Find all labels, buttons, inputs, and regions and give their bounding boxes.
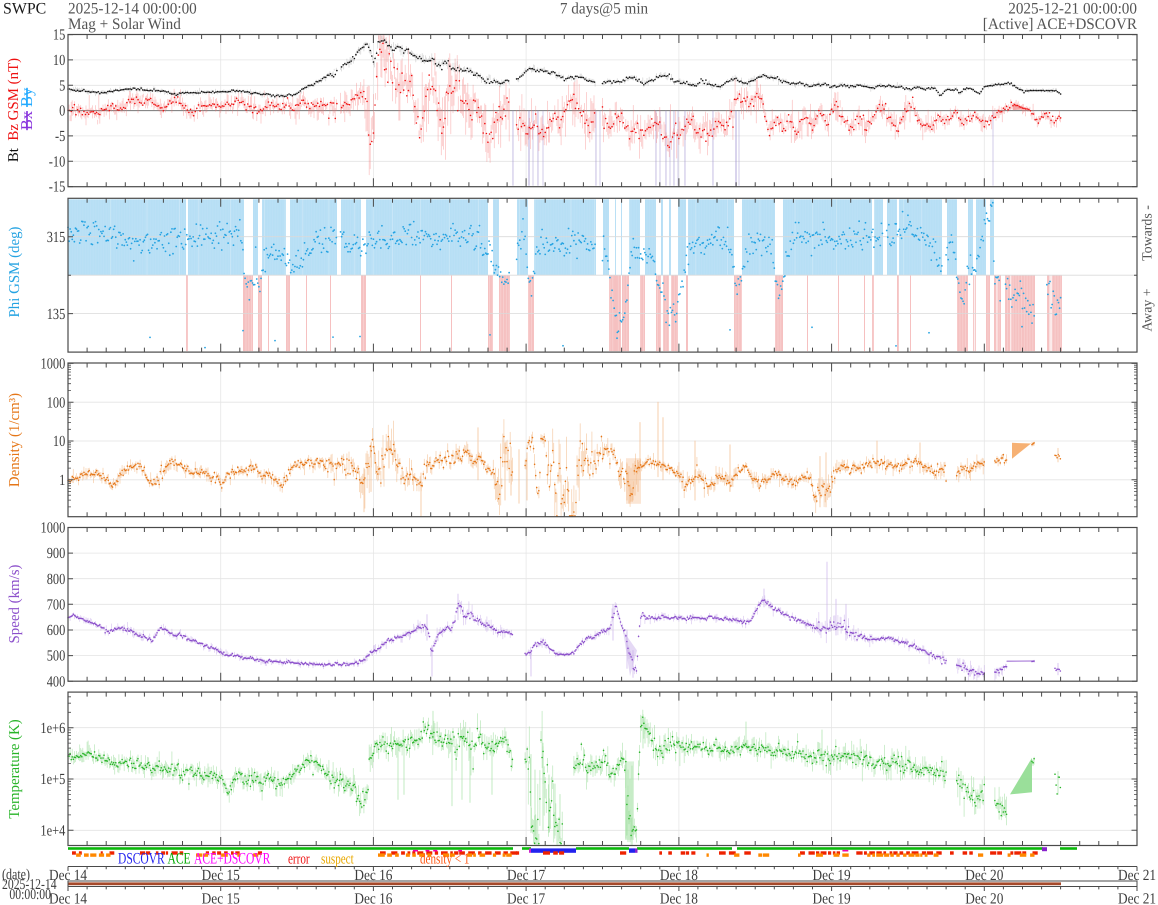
svg-text:suspect: suspect: [321, 851, 354, 867]
svg-text:10: 10: [53, 433, 66, 450]
svg-text:Dec 19: Dec 19: [813, 890, 851, 905]
svg-text:Dec 18: Dec 18: [660, 867, 698, 884]
svg-text:Phi GSM (deg): Phi GSM (deg): [7, 226, 23, 317]
svg-text:600: 600: [47, 622, 66, 639]
svg-text:[Active] ACE+DSCOVR: [Active] ACE+DSCOVR: [983, 16, 1138, 33]
svg-text:0: 0: [59, 103, 65, 120]
svg-text:Dec 18: Dec 18: [660, 890, 698, 905]
svg-text:-5: -5: [55, 128, 66, 145]
svg-text:Bx By: Bx By: [17, 87, 36, 130]
svg-text:Towards -: Towards -: [1141, 205, 1156, 261]
svg-text:Dec 14: Dec 14: [49, 890, 87, 905]
svg-text:Density (1/cm³): Density (1/cm³): [7, 393, 23, 487]
svg-text:2025-12-21 00:00:00: 2025-12-21 00:00:00: [1008, 0, 1137, 17]
svg-text:1000: 1000: [41, 520, 66, 537]
svg-text:Dec 15: Dec 15: [202, 867, 240, 884]
svg-text:Dec 17: Dec 17: [507, 867, 545, 884]
svg-text:ACE+DSCOVR: ACE+DSCOVR: [194, 851, 271, 868]
svg-text:500: 500: [47, 648, 66, 665]
svg-text:800: 800: [47, 571, 66, 588]
svg-text:DSCOVR: DSCOVR: [118, 851, 165, 868]
svg-text:900: 900: [47, 545, 66, 562]
svg-text:1e+6: 1e+6: [40, 720, 65, 737]
svg-text:Temperature (K): Temperature (K): [7, 719, 23, 818]
svg-text:2025-12-14 00:00:00: 2025-12-14 00:00:00: [68, 0, 197, 17]
svg-text:Bt Bz GSM (nT): Bt Bz GSM (nT): [6, 58, 22, 162]
svg-text:135: 135: [47, 306, 66, 323]
svg-text:error: error: [288, 851, 310, 867]
svg-text:Dec 20: Dec 20: [965, 890, 1003, 905]
svg-text:1: 1: [59, 472, 65, 489]
svg-text:Away +: Away +: [1141, 288, 1156, 331]
svg-text:ACE: ACE: [168, 851, 191, 868]
svg-text:1e+5: 1e+5: [40, 771, 65, 788]
svg-text:(date): (date): [2, 867, 30, 883]
svg-text:1e+4: 1e+4: [40, 822, 65, 839]
svg-text:Dec 21: Dec 21: [1118, 890, 1156, 905]
svg-text:SWPC: SWPC: [3, 0, 46, 17]
svg-text:density < 1: density < 1: [420, 851, 469, 867]
svg-text:1000: 1000: [41, 356, 66, 373]
svg-text:Dec 16: Dec 16: [354, 867, 392, 884]
svg-text:315: 315: [47, 229, 66, 246]
svg-text:Dec 20: Dec 20: [965, 867, 1003, 884]
svg-text:-10: -10: [49, 153, 66, 170]
svg-text:Speed (km/s): Speed (km/s): [7, 564, 23, 643]
svg-text:10: 10: [53, 52, 66, 69]
svg-text:5: 5: [59, 77, 65, 94]
svg-text:700: 700: [47, 597, 66, 614]
svg-text:7 days@5 min: 7 days@5 min: [560, 0, 648, 17]
svg-text:400: 400: [47, 673, 66, 690]
svg-text:2025-12-14: 2025-12-14: [2, 877, 57, 893]
svg-text:00:00:00: 00:00:00: [9, 887, 51, 903]
svg-text:Mag + Solar Wind: Mag + Solar Wind: [68, 16, 181, 33]
svg-text:Dec 15: Dec 15: [202, 890, 240, 905]
svg-text:100: 100: [47, 394, 66, 411]
svg-text:-15: -15: [49, 179, 66, 196]
svg-text:Dec 17: Dec 17: [507, 890, 545, 905]
svg-text:Dec 21: Dec 21: [1118, 867, 1156, 884]
svg-text:Dec 16: Dec 16: [354, 890, 392, 905]
svg-text:15: 15: [53, 27, 66, 44]
svg-text:Dec 19: Dec 19: [813, 867, 851, 884]
svg-text:Dec 14: Dec 14: [49, 867, 87, 884]
